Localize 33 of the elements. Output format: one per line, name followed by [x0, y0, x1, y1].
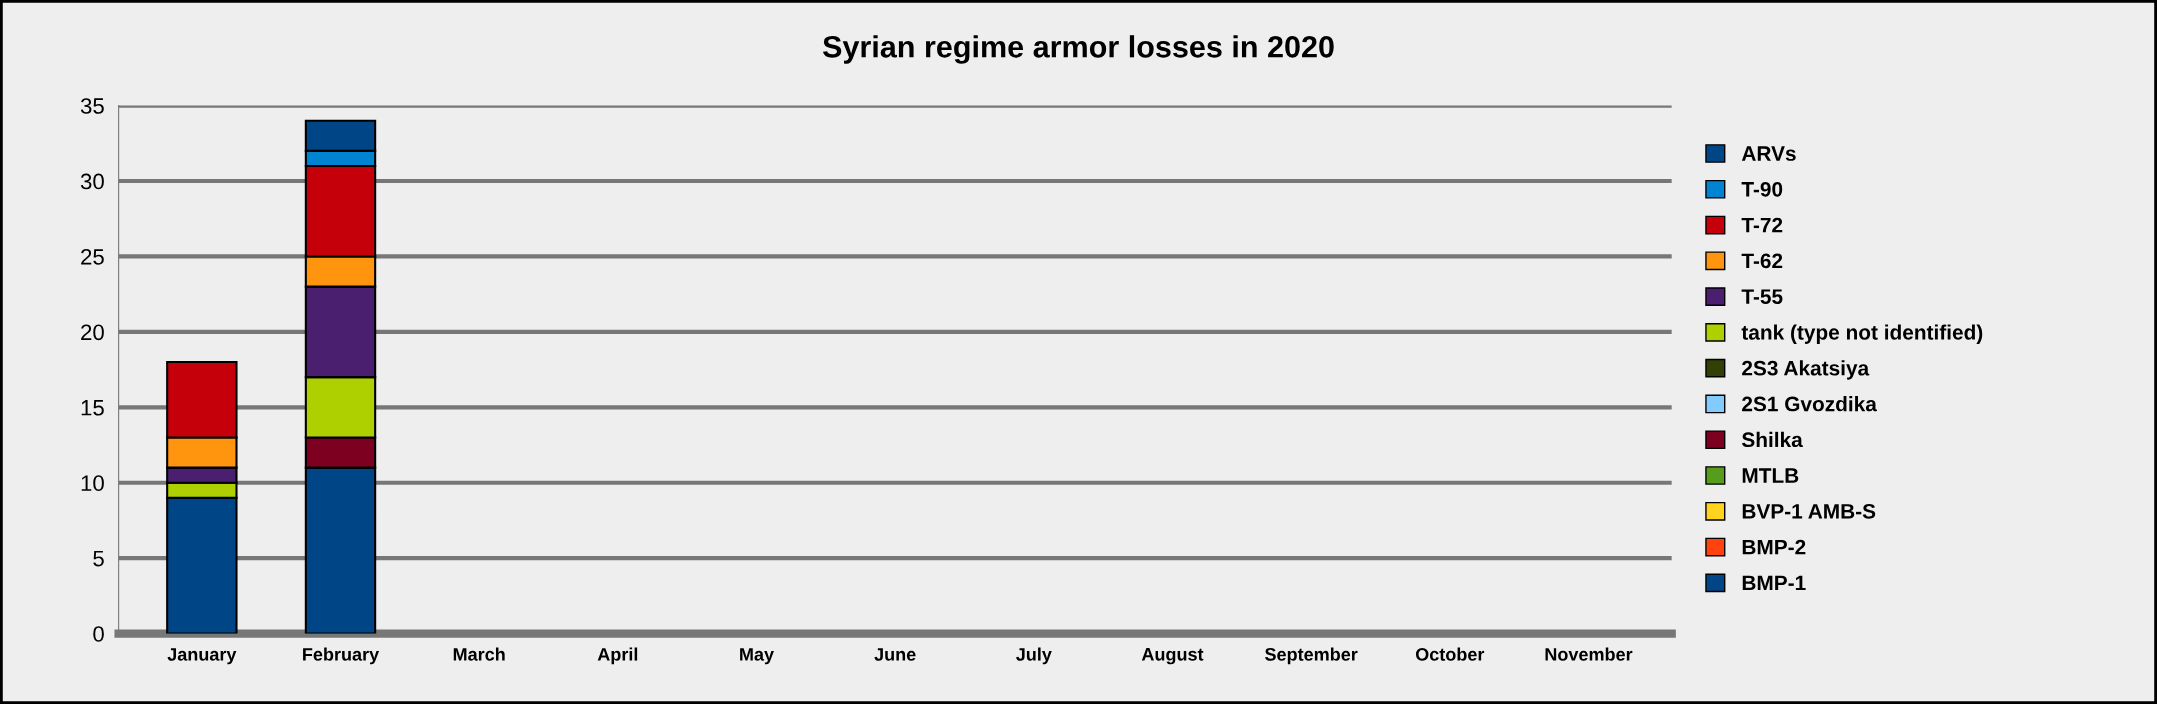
legend-label: 2S1 Gvozdika [1742, 396, 1877, 412]
x-tick-label: February [303, 647, 380, 665]
chart-title: Syrian regime armor losses in 2020 [822, 35, 1334, 64]
legend-label: MTLB [1742, 468, 1799, 483]
legend-label: 2S3 Akatsiya [1742, 360, 1870, 380]
x-tick-label: June [874, 648, 916, 661]
x-tick-label: May [740, 648, 774, 665]
legend-label: BMP-1 [1742, 575, 1806, 591]
legend-label: T-72 [1741, 217, 1783, 233]
x-tick-label: August [1141, 648, 1204, 665]
x-tick-label: October [1415, 647, 1485, 661]
legend-label: T-90 [1741, 181, 1783, 197]
legend-label: Shilka [1741, 431, 1803, 448]
y-tick-label: 35 [80, 98, 104, 114]
x-tick-label: March [453, 647, 505, 661]
x-tick-label: July [1016, 647, 1052, 665]
x-tick-label: April [597, 647, 638, 665]
y-tick-label: 10 [81, 475, 104, 492]
y-tick-label: 5 [93, 550, 104, 567]
y-tick-label: 0 [93, 626, 104, 642]
x-tick-label: January [167, 648, 237, 665]
y-tick-label: 25 [81, 248, 104, 265]
y-tick-label: 15 [81, 400, 104, 416]
legend-label: T-62 [1741, 253, 1783, 269]
legend-label: T-55 [1741, 289, 1783, 304]
legend-label: tank (type not identified) [1741, 324, 1983, 344]
y-tick-label: 20 [81, 324, 104, 341]
legend-label: ARVs [1741, 146, 1796, 161]
legend-label: BMP-2 [1742, 539, 1806, 555]
x-tick-label: November [1545, 647, 1633, 661]
x-tick-label: September [1265, 647, 1358, 665]
y-tick-label: 30 [80, 173, 104, 190]
legend-label: BVP-1 AMB-S [1742, 503, 1876, 519]
